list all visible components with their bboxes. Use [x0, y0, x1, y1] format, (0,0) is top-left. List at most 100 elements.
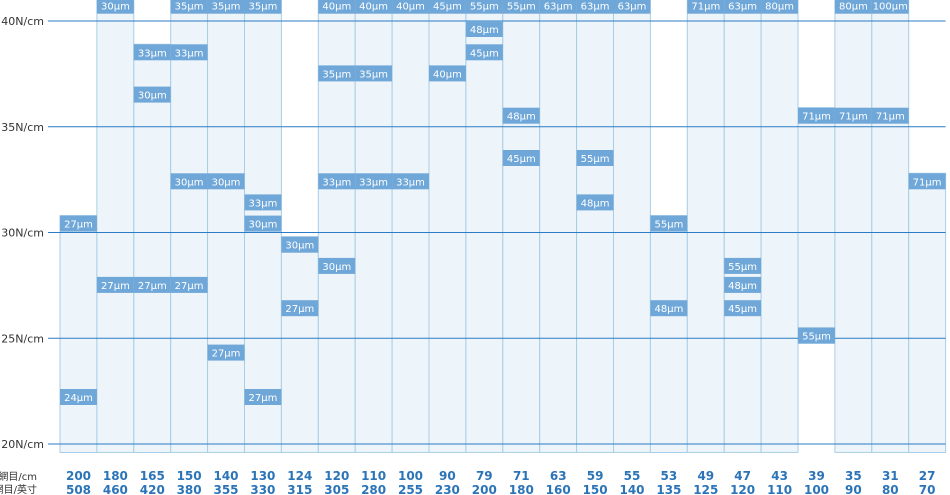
- tag-box-14-2: [576, 194, 614, 211]
- tag-box-11-2: [465, 44, 503, 61]
- column-bar-27: [908, 172, 947, 454]
- tag-label-20-0: 71μm: [802, 112, 831, 123]
- tag-box-8-0: [355, 0, 393, 14]
- tag-label-3-2: 30μm: [175, 177, 204, 188]
- x-label-mesh-inch-80: 80: [882, 483, 899, 495]
- x-label-mesh-inch-355: 355: [213, 483, 238, 495]
- tag-label-9-1: 33μm: [396, 177, 425, 188]
- tag-label-10-0: 45μm: [433, 2, 462, 13]
- tag-box-18-2: [724, 276, 762, 293]
- x-label-mesh-inch-230: 230: [435, 483, 460, 495]
- tag-box-2-1: [133, 86, 171, 103]
- column-bar-35: [834, 0, 873, 453]
- x-label-mesh-cm-124: 124: [287, 469, 312, 483]
- tag-label-7-0: 40μm: [322, 2, 351, 13]
- tag-box-18-3: [724, 300, 762, 317]
- tag-label-1-0: 30μm: [101, 2, 130, 13]
- y-tick-label-25: 25N/cm: [1, 332, 44, 345]
- tags-layer: 27μm 24μm 30μm 27μm 33μm 30μm 27μm 35μm 33μm 30μm…: [60, 0, 946, 405]
- tag-label-16-1: 48μm: [654, 304, 683, 315]
- y-tick-label-35: 35N/cm: [1, 121, 44, 134]
- tag-box-1-1: [96, 276, 134, 293]
- column-bar-79: [465, 0, 504, 453]
- tag-box-15-0: [613, 0, 651, 14]
- x-label-mesh-inch-90: 90: [845, 483, 862, 495]
- tag-label-23-0: 71μm: [913, 177, 942, 188]
- x-label-mesh-cm-39: 39: [808, 469, 825, 483]
- tag-box-10-0: [429, 0, 466, 14]
- x-row-label-cm: 網目/cm: [0, 470, 37, 483]
- x-label-mesh-inch-255: 255: [398, 483, 423, 495]
- column-bar-49: [686, 0, 725, 453]
- column-bar-31: [871, 0, 910, 453]
- x-label-mesh-cm-35: 35: [845, 469, 862, 483]
- x-label-mesh-cm-120: 120: [324, 469, 349, 483]
- x-label-mesh-inch-460: 460: [103, 483, 128, 495]
- tag-label-5-2: 30μm: [248, 220, 277, 231]
- tag-box-10-1: [429, 65, 466, 82]
- tag-box-23-0: [908, 173, 946, 190]
- tag-label-2-1: 30μm: [138, 91, 167, 102]
- tag-box-5-0: [244, 0, 282, 14]
- tag-label-8-2: 33μm: [359, 177, 388, 188]
- tag-box-21-1: [834, 107, 872, 124]
- tag-label-14-1: 55μm: [581, 154, 610, 165]
- x-label-mesh-inch-125: 125: [693, 483, 718, 495]
- tag-box-0-0: [60, 215, 97, 232]
- tag-label-14-0: 63μm: [581, 2, 610, 13]
- tag-box-5-1: [244, 194, 282, 211]
- x-label-mesh-cm-43: 43: [771, 469, 788, 483]
- tag-label-22-0: 100μm: [873, 2, 908, 13]
- y-tick-label-40: 40N/cm: [1, 15, 44, 28]
- tag-label-4-0: 35μm: [212, 2, 241, 13]
- column-bar-43: [760, 0, 799, 453]
- tag-box-7-1: [318, 65, 356, 82]
- column-bar-200: [59, 215, 98, 453]
- tag-box-20-1: [798, 327, 835, 344]
- column-bar-53: [649, 215, 688, 453]
- column-bar-140: [207, 0, 246, 453]
- tag-label-16-0: 55μm: [654, 220, 683, 231]
- tag-label-18-2: 48μm: [728, 281, 757, 292]
- tag-box-6-0: [281, 236, 319, 253]
- tag-box-8-1: [355, 65, 393, 82]
- tag-box-13-0: [539, 0, 577, 14]
- column-bar-47: [723, 0, 762, 453]
- tag-label-19-0: 80μm: [765, 2, 794, 13]
- tag-label-12-0: 55μm: [507, 2, 536, 13]
- x-label-mesh-cm-110: 110: [361, 469, 386, 483]
- x-label-mesh-cm-71: 71: [513, 469, 530, 483]
- tag-label-2-2: 27μm: [138, 281, 167, 292]
- x-axis-labels: 網目/cm 網目/英寸 2005081804601654201503801403…: [0, 469, 935, 495]
- tag-box-11-0: [465, 0, 503, 14]
- column-bar-39: [797, 107, 836, 329]
- x-label-mesh-cm-47: 47: [734, 469, 751, 483]
- tag-box-5-3: [244, 389, 282, 405]
- x-label-mesh-inch-135: 135: [656, 483, 681, 495]
- column-bar-150: [170, 0, 209, 453]
- tag-label-0-0: 27μm: [64, 220, 93, 231]
- tag-label-8-0: 40μm: [359, 2, 388, 13]
- x-label-mesh-inch-70: 70: [919, 483, 936, 495]
- tag-box-12-1: [502, 107, 540, 124]
- x-label-mesh-inch-315: 315: [287, 483, 312, 495]
- tag-box-6-1: [281, 300, 319, 317]
- tag-box-4-2: [207, 344, 245, 361]
- tag-box-9-0: [392, 0, 429, 14]
- tag-box-17-0: [687, 0, 725, 14]
- tag-box-7-0: [318, 0, 356, 14]
- x-label-mesh-cm-180: 180: [103, 469, 128, 483]
- tag-box-14-1: [576, 150, 614, 166]
- column-bar-124: [280, 236, 319, 453]
- tag-box-14-0: [576, 0, 614, 14]
- x-label-mesh-inch-180: 180: [509, 483, 534, 495]
- tag-box-21-0: [834, 0, 872, 14]
- tag-label-6-1: 27μm: [285, 304, 314, 315]
- tag-label-9-0: 40μm: [396, 2, 425, 13]
- x-label-mesh-inch-330: 330: [250, 483, 275, 495]
- tag-label-14-2: 48μm: [581, 198, 610, 209]
- y-axis-labels: 20N/cm 25N/cm 30N/cm 35N/cm 40N/cm: [1, 15, 44, 451]
- tag-box-2-0: [133, 44, 171, 61]
- tag-label-15-0: 63μm: [618, 2, 647, 13]
- tag-label-3-1: 33μm: [175, 48, 204, 59]
